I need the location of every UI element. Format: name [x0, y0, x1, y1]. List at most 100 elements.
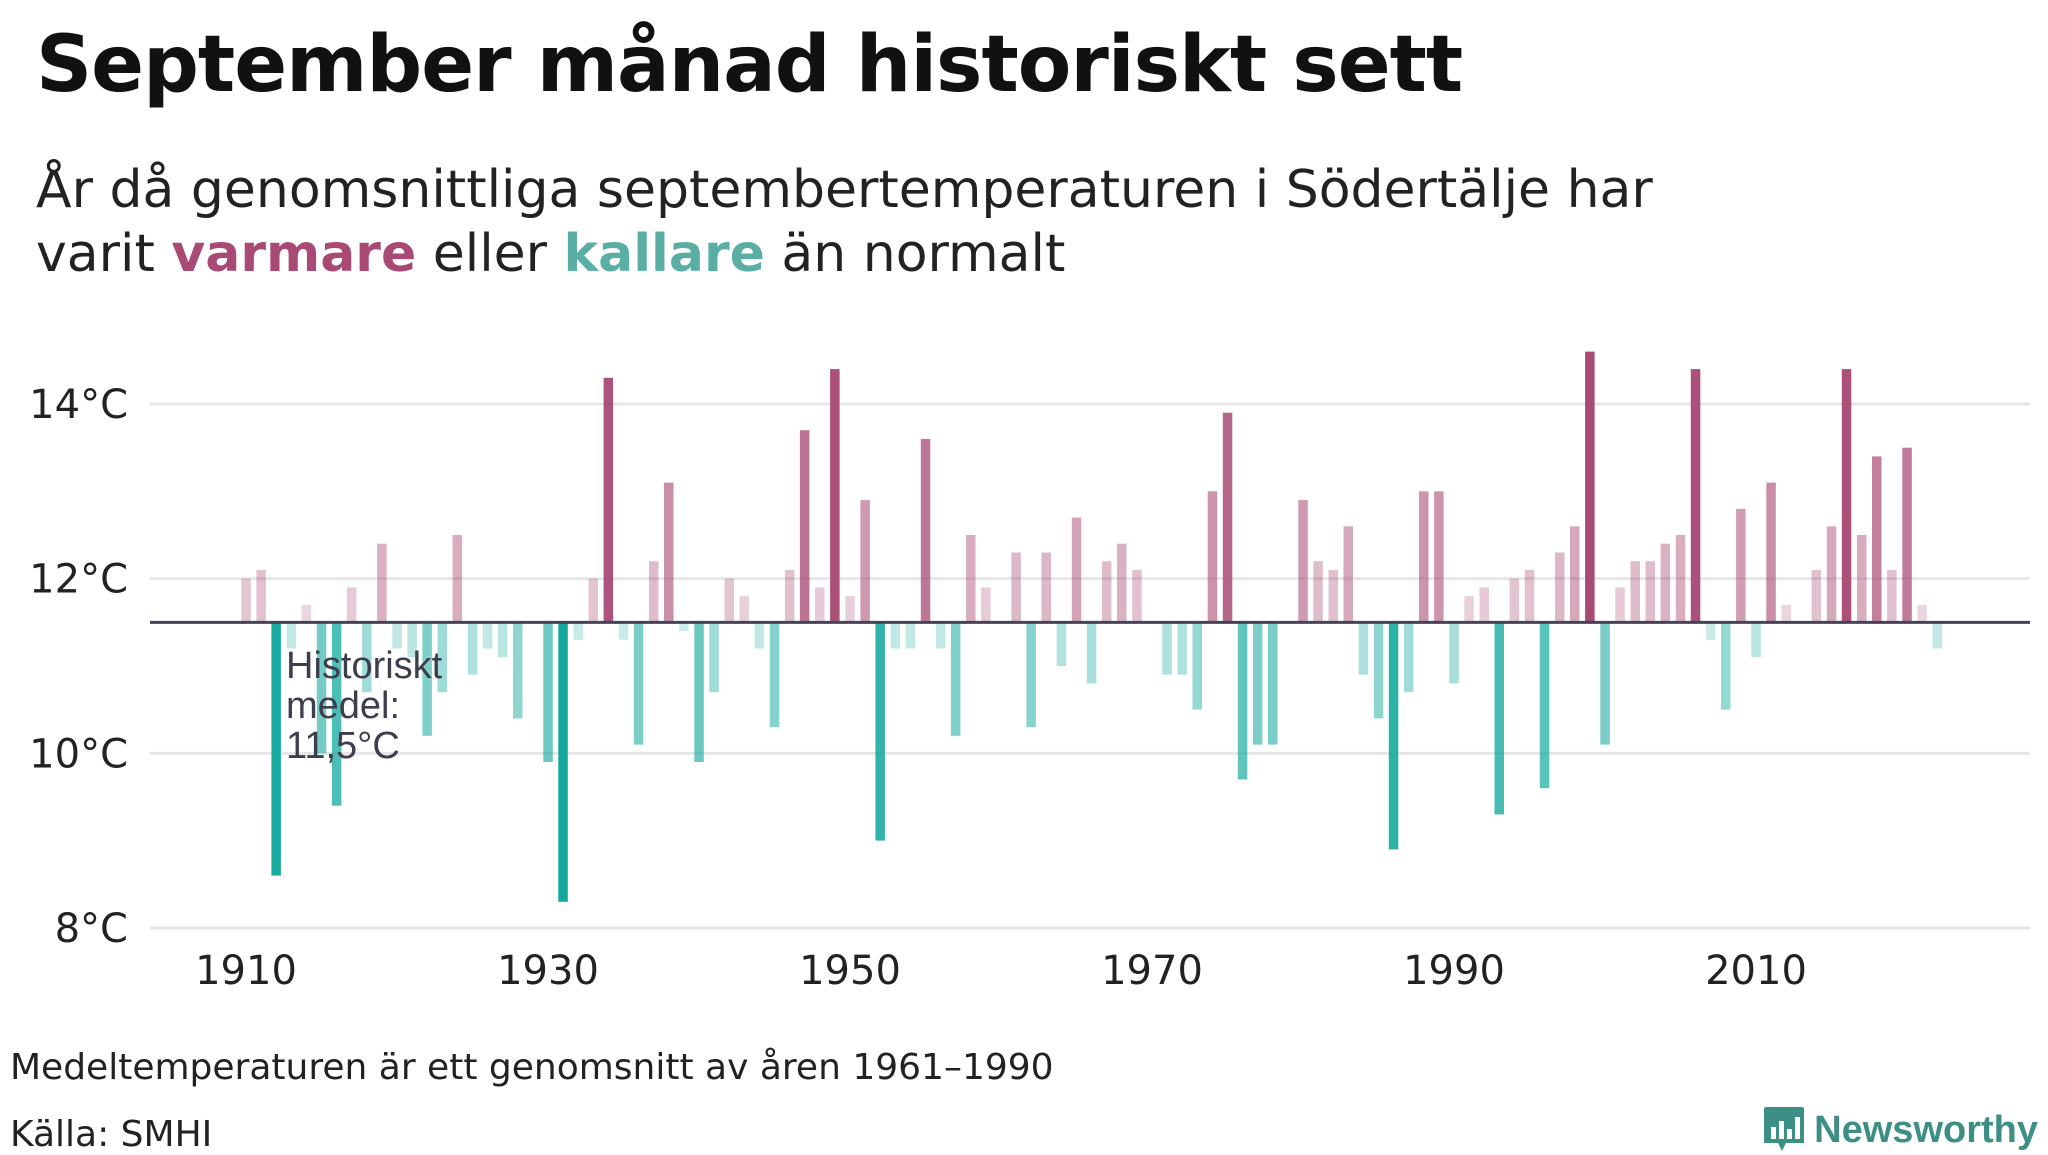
bar-2004 [1660, 543, 1671, 623]
bar-2020 [1902, 447, 1912, 623]
bar-1945 [769, 622, 780, 728]
bar-1972 [1177, 622, 1187, 675]
bar-1950 [845, 596, 855, 623]
bar-1936 [633, 622, 644, 745]
bar-1961 [1011, 552, 1021, 623]
bar-1944 [754, 622, 765, 649]
bar-1977 [1252, 622, 1263, 745]
bar-2006 [1690, 369, 1701, 623]
x-axis-labels: 1910 1930 1950 1970 1990 2010 [195, 948, 1807, 994]
bar-1990 [1449, 622, 1459, 684]
x-tick-label: 1970 [1101, 948, 1203, 994]
bar-1980 [1298, 500, 1308, 623]
bar-1955 [920, 438, 931, 623]
bar-1921 [407, 622, 417, 658]
bar-2021 [1917, 604, 1927, 623]
bar-chart-badge-icon [1764, 1107, 1805, 1151]
bar-1988 [1419, 491, 1429, 623]
brand-name: Newsworthy [1814, 1108, 2038, 1151]
annotation-line-1: Historiskt [286, 645, 443, 687]
chart-title: September månad historiskt sett [36, 20, 1463, 110]
x-tick-label: 1930 [497, 948, 599, 994]
bar-1996 [1539, 622, 1550, 789]
subtitle-cold-word: kallare [563, 224, 765, 284]
bar-1976 [1237, 622, 1248, 780]
bar-2002 [1630, 561, 1640, 623]
subtitle-line-1: År då genomsnittliga septembertemperatur… [36, 160, 1653, 220]
y-tick-label: 14°C [29, 382, 128, 428]
bar-1978 [1268, 622, 1278, 745]
bar-1939 [679, 622, 689, 631]
bar-1953 [890, 622, 900, 649]
bar-1923 [437, 622, 447, 693]
bar-1993 [1494, 622, 1504, 815]
bar-1942 [724, 578, 734, 623]
bar-1913 [286, 622, 297, 649]
bar-1982 [1328, 569, 1338, 623]
subtitle-pre: varit [36, 224, 172, 284]
x-tick-label: 2010 [1705, 948, 1807, 994]
bar-1959 [981, 587, 991, 623]
bar-1949 [830, 369, 840, 623]
subtitle-post: än normalt [764, 224, 1066, 284]
bar-2010 [1751, 622, 1761, 658]
bar-1989 [1434, 491, 1444, 623]
bar-1971 [1162, 622, 1172, 675]
bar-2019 [1887, 569, 1897, 623]
bar-1987 [1404, 622, 1414, 693]
subtitle-warm-word: varmare [171, 224, 417, 284]
bar-1919 [377, 543, 387, 623]
subtitle-line-2: varit varmare eller kallare än normalt [36, 222, 1653, 286]
bar-1954 [905, 622, 916, 649]
bar-2012 [1781, 604, 1791, 623]
bar-1911 [256, 569, 266, 623]
bar-1958 [966, 535, 976, 623]
annotation-line-2: medel: [286, 685, 400, 727]
bar-1948 [815, 587, 825, 623]
bar-1992 [1479, 587, 1489, 623]
bar-1975 [1222, 412, 1233, 623]
x-tick-label: 1990 [1403, 948, 1505, 994]
bar-1935 [618, 622, 629, 640]
bar-1922 [422, 622, 432, 736]
bar-1952 [875, 622, 885, 841]
bar-2018 [1872, 456, 1882, 623]
bar-1965 [1071, 517, 1082, 623]
bar-1933 [588, 578, 598, 623]
bar-1963 [1041, 552, 1051, 623]
bar-1920 [392, 622, 402, 649]
bar-1999 [1585, 351, 1595, 623]
bar-1941 [709, 622, 719, 693]
y-tick-label: 8°C [55, 906, 128, 952]
bar-2017 [1857, 535, 1867, 623]
bar-1969 [1132, 569, 1142, 623]
bar-1928 [513, 622, 523, 719]
bar-1912 [271, 622, 281, 876]
y-axis-labels: 8°C 10°C 12°C 14°C [29, 382, 128, 952]
bar-1926 [482, 622, 493, 649]
bar-1981 [1313, 561, 1323, 623]
bar-2000 [1600, 622, 1610, 745]
bar-1938 [664, 482, 674, 623]
x-tick-label: 1910 [195, 948, 297, 994]
y-tick-label: 10°C [29, 731, 128, 777]
y-tick-label: 12°C [29, 557, 128, 603]
bars [241, 351, 1942, 902]
x-tick-label: 1950 [799, 948, 901, 994]
bar-2016 [1841, 369, 1852, 623]
bar-2009 [1736, 508, 1746, 623]
bar-1946 [784, 569, 795, 623]
bar-1916 [331, 622, 342, 806]
bar-2008 [1721, 622, 1731, 710]
bar-1997 [1555, 552, 1565, 623]
bar-2001 [1615, 587, 1625, 623]
bar-1930 [543, 622, 553, 762]
bar-1932 [573, 622, 583, 640]
bar-1947 [799, 430, 810, 623]
bar-1962 [1026, 622, 1036, 728]
bar-2011 [1766, 482, 1776, 623]
bar-1951 [860, 500, 870, 623]
annotation-line-3: 11,5°C [286, 725, 400, 767]
bar-2022 [1932, 622, 1942, 649]
